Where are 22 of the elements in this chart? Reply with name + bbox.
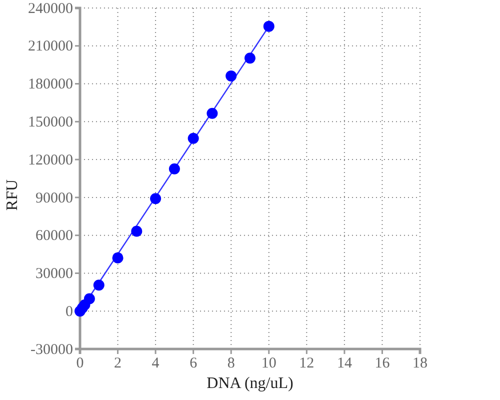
x-tick-label: 4 — [152, 356, 160, 372]
x-axis-title: DNA (ng/uL) — [206, 375, 294, 392]
y-tick-label: 90000 — [36, 190, 73, 206]
y-tick-label: 120000 — [28, 152, 73, 168]
x-tick-label: 8 — [227, 356, 235, 372]
y-tick-label: 180000 — [28, 76, 73, 93]
x-tick-label: 12 — [299, 356, 314, 372]
y-tick-label: 30000 — [36, 266, 73, 282]
x-tick-label: 0 — [76, 356, 84, 372]
y-tick-label: -30000 — [30, 342, 73, 358]
y-tick-label: 210000 — [28, 38, 73, 55]
x-tick-label: 16 — [374, 356, 390, 372]
x-tick-label: 2 — [114, 356, 122, 372]
x-tick-label: 18 — [412, 356, 428, 372]
x-tick-label: 10 — [261, 356, 276, 372]
y-tick-label: 60000 — [36, 228, 73, 244]
y-tick-label: 240000 — [28, 0, 73, 17]
y-axis-title: RFU — [4, 178, 21, 211]
y-tick-label: 150000 — [28, 114, 73, 130]
x-tick-label: 6 — [190, 356, 198, 372]
y-tick-label: 0 — [66, 304, 73, 320]
x-tick-label: 14 — [336, 356, 352, 372]
